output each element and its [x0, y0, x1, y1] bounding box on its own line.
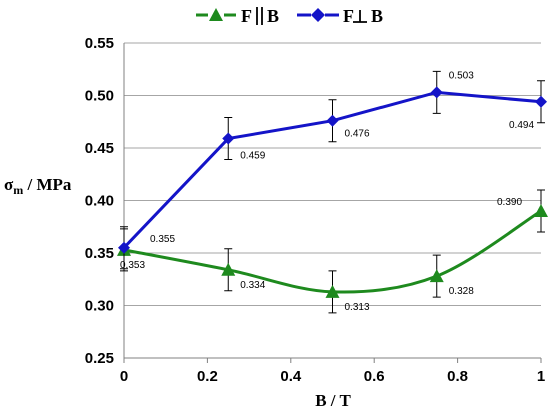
legend-perp-label-left: F — [343, 6, 354, 26]
data-label: 0.476 — [345, 129, 370, 140]
data-point-diamond — [535, 95, 547, 108]
data-label: 0.334 — [240, 280, 265, 291]
x-tick-label: 0.6 — [364, 368, 385, 385]
axes: 0.25 0.30 0.35 0.40 0.45 0.50 0.55 0 0.2 0.4 0.6 0.… — [85, 35, 545, 385]
data-label: 0.328 — [449, 286, 474, 297]
x-tick-label: 0.4 — [280, 368, 302, 385]
y-tick-label: 0.35 — [85, 245, 114, 262]
y-axis-title: σm / MPa — [4, 175, 72, 197]
data-label: 0.390 — [497, 197, 522, 208]
data-label: 0.355 — [150, 234, 175, 245]
data-point-diamond — [430, 86, 443, 99]
data-label: 0.494 — [509, 120, 534, 131]
data-point-diamond — [118, 241, 130, 254]
legend-diamond-marker — [311, 8, 325, 22]
data-point-diamond — [222, 132, 235, 145]
legend: F B F B — [196, 6, 383, 26]
data-point-triangle — [325, 284, 340, 298]
data-label: 0.313 — [345, 302, 370, 313]
legend-triangle-marker — [209, 8, 223, 21]
y-tick-label: 0.55 — [85, 35, 114, 52]
x-tick-label: 0.2 — [197, 368, 218, 385]
x-tick-label: 0.8 — [447, 368, 468, 385]
data-labels: 0.353 0.334 0.313 0.328 0.390 0.355 0.459 0.476… — [120, 70, 534, 313]
legend-perp-label-right: B — [371, 6, 383, 26]
y-tick-label: 0.25 — [85, 350, 114, 367]
data-label: 0.353 — [120, 260, 145, 271]
data-point-triangle — [534, 204, 548, 217]
x-tick-label: 0 — [120, 368, 128, 385]
data-point-triangle — [429, 269, 444, 283]
series — [117, 70, 548, 314]
y-tick-label: 0.50 — [85, 88, 114, 105]
data-point-diamond — [326, 114, 339, 127]
y-tick-label: 0.45 — [85, 140, 114, 157]
grid-lines — [124, 42, 541, 359]
data-point-triangle — [221, 262, 236, 276]
data-label: 0.503 — [449, 70, 474, 81]
x-tick-label: 1 — [537, 368, 545, 385]
x-axis-title: B / T — [315, 391, 351, 410]
legend-parallel-symbol — [256, 7, 263, 25]
legend-parallel-label-left: F — [241, 6, 252, 26]
legend-parallel-label-right: B — [267, 6, 279, 26]
legend-perp-symbol — [353, 10, 367, 23]
data-label: 0.459 — [240, 151, 265, 162]
y-tick-label: 0.30 — [85, 298, 114, 315]
y-tick-label: 0.40 — [85, 193, 114, 210]
